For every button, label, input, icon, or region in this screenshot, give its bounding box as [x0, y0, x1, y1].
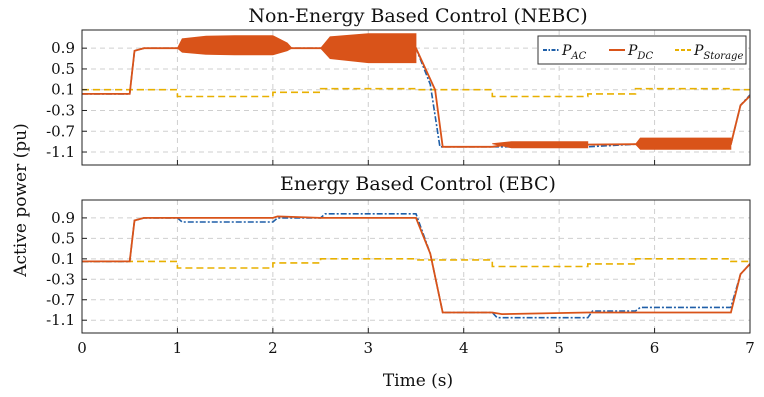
legend-label: PStorage — [693, 43, 743, 62]
oscillation-band — [492, 141, 589, 149]
y-tick-label: 0.5 — [51, 60, 75, 78]
axes-frame — [81, 29, 751, 166]
axes-frame — [81, 199, 751, 334]
x-tick-label: 7 — [745, 339, 755, 357]
bottom-chart-panel: 0.9 0.5 0.1 -0.3 -0.7 -1.10 1 2 3 4 5 6 7 — [46, 199, 755, 357]
y-tick-label: -1.1 — [46, 311, 75, 329]
x-tick-label: 5 — [554, 339, 564, 357]
y-tick-label: 0.5 — [51, 229, 75, 247]
bottom-chart-title: Energy Based Control (EBC) — [280, 173, 556, 195]
x-axis-label: Time (s) — [383, 371, 453, 391]
y-tick-label: -0.7 — [46, 122, 75, 140]
top-chart-title: Non-Energy Based Control (NEBC) — [248, 5, 587, 27]
plot-series — [82, 213, 750, 319]
y-tick-label: -1.1 — [46, 143, 75, 161]
legend-label: PDC — [627, 43, 653, 62]
legend-box — [537, 35, 747, 65]
oscillation-band — [320, 33, 417, 64]
y-tick-label: 0.9 — [51, 39, 75, 57]
y-tick-label: 0.1 — [51, 250, 75, 268]
y-tick-label: -0.7 — [46, 291, 75, 309]
legend: PAC PDC PStorage — [537, 35, 747, 65]
x-tick-label: 4 — [459, 339, 469, 357]
x-tick-label: 0 — [77, 339, 87, 357]
oscillation-band — [176, 35, 293, 56]
y-tick-label: 0.1 — [51, 81, 75, 99]
x-tick-label: 2 — [268, 339, 278, 357]
y-tick-label: -0.3 — [46, 101, 75, 119]
y-tick-label: 0.9 — [51, 209, 75, 227]
legend-label: PAC — [561, 43, 587, 62]
x-tick-label: 1 — [173, 339, 183, 357]
series-line-p-storage — [82, 258, 750, 269]
y-axis-label: Active power (pu) — [11, 123, 31, 278]
y-tick-label: -0.3 — [46, 270, 75, 288]
series-line-p-dc — [82, 215, 750, 316]
plot-series — [82, 33, 750, 150]
x-tick-label: 6 — [650, 339, 660, 357]
x-tick-label: 3 — [364, 339, 374, 357]
oscillation-band — [634, 137, 732, 150]
series-line-p-storage — [82, 87, 750, 98]
